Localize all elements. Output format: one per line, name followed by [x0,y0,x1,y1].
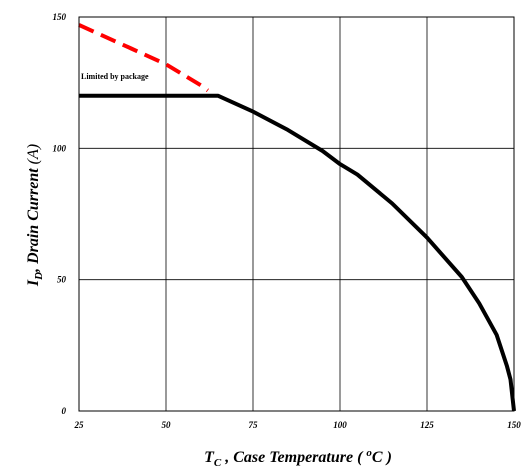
y-tick-label-100: 100 [53,143,67,153]
x-tick-label-50: 50 [162,420,172,430]
y-tick-label-150: 150 [53,12,67,22]
x-tick-label-25: 25 [74,420,85,430]
y-axis-title-main: I [25,279,42,287]
tick-labels: 25 50 75 100 125 150 0 50 100 150 [53,12,522,430]
x-tick-label-100: 100 [333,420,347,430]
x-tick-label-125: 125 [420,420,434,430]
y-tick-label-50: 50 [57,275,67,285]
x-axis-title-unit: C ) [372,449,392,466]
x-tick-label-150: 150 [507,420,521,430]
x-axis-title-main: T [204,449,215,466]
solid-line-series [79,93,516,412]
x-tick-label-75: 75 [249,420,259,430]
y-axis-title-unit: (A) [25,144,42,164]
x-axis-title: TC , Case Temperature ( oC ) [204,447,392,467]
series-layer [78,23,516,412]
plot-frame [78,16,515,412]
x-axis-title-text: , Case Temperature ( [221,449,366,466]
annotation-limited-by-package: Limited by package [81,72,149,81]
x-axis-title-superscript: o [366,447,372,459]
y-axis-title-subscript: D [33,272,45,281]
y-axis-title-text: , Drain Current [25,164,42,273]
y-tick-label-0: 0 [62,406,67,416]
x-axis-title-subscript: C [214,457,222,467]
y-axis-title: ID, Drain Current (A) [25,144,45,287]
